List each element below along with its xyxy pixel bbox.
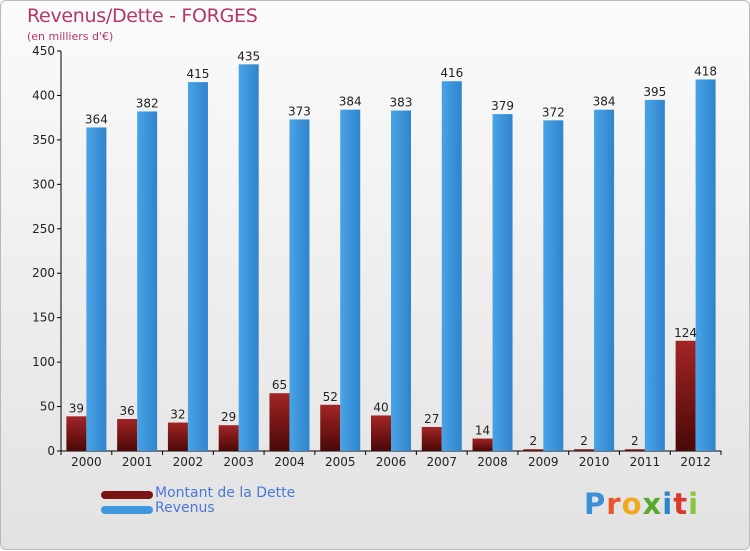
data-label-dette: 39	[69, 401, 84, 415]
bar-dette	[320, 404, 341, 451]
x-tick-label: 2007	[426, 455, 457, 469]
legend-swatch-dette	[101, 491, 153, 499]
x-tick-label: 2000	[71, 455, 102, 469]
logo-letter: o	[621, 487, 643, 521]
x-tick-label: 2008	[477, 455, 508, 469]
y-tick-label: 300	[32, 177, 55, 191]
x-tick-label: 2005	[325, 455, 356, 469]
bar-dette	[574, 449, 595, 451]
data-label-dette: 65	[272, 378, 287, 392]
proxiti-logo: Proxiti	[584, 487, 699, 521]
logo-letter: x	[642, 487, 663, 521]
data-label-revenus: 418	[694, 64, 717, 78]
x-tick-label: 2012	[680, 455, 711, 469]
bar-revenus	[289, 119, 310, 451]
bar-dette	[675, 340, 696, 451]
y-tick-label: 350	[32, 133, 55, 147]
bar-revenus	[543, 120, 564, 451]
data-label-dette: 40	[373, 400, 388, 414]
x-tick-label: 2011	[630, 455, 661, 469]
bar-revenus	[187, 82, 208, 451]
bar-dette	[472, 438, 493, 451]
data-label-dette: 2	[631, 434, 639, 448]
x-tick-label: 2009	[528, 455, 559, 469]
y-tick-label: 150	[32, 311, 55, 325]
data-label-revenus: 372	[542, 105, 565, 119]
bar-revenus	[86, 127, 107, 451]
data-label-dette: 52	[323, 390, 338, 404]
data-label-dette: 29	[221, 410, 236, 424]
bar-revenus	[238, 64, 259, 452]
y-tick-label: 250	[32, 222, 55, 236]
logo-letter: t	[673, 487, 689, 521]
bar-dette	[218, 425, 239, 451]
y-tick-label: 200	[32, 266, 55, 280]
x-tick-label: 2004	[274, 455, 305, 469]
y-tick-label: 450	[32, 44, 55, 58]
bar-revenus	[492, 114, 513, 451]
legend-label-revenus: Revenus	[155, 500, 215, 516]
y-tick-label: 50	[40, 400, 55, 414]
bar-dette	[117, 419, 138, 451]
data-label-dette: 2	[580, 434, 588, 448]
bar-revenus	[137, 111, 158, 451]
logo-letter: r	[606, 487, 622, 521]
bar-dette	[167, 422, 188, 451]
data-label-revenus: 382	[136, 96, 159, 110]
data-label-dette: 124	[674, 326, 697, 340]
bar-revenus	[391, 110, 411, 452]
bar-revenus	[644, 99, 665, 451]
data-label-dette: 32	[170, 408, 185, 422]
x-tick-label: 2006	[376, 455, 407, 469]
legend-swatch-revenus	[101, 506, 153, 514]
data-label-revenus: 373	[288, 104, 311, 118]
legend-label-dette: Montant de la Dette	[155, 485, 296, 501]
bar-dette	[421, 427, 442, 451]
x-tick-label: 2002	[173, 455, 204, 469]
bar-dette	[371, 415, 391, 451]
chart-subtitle: (en milliers d'€)	[27, 30, 114, 43]
data-label-revenus: 384	[593, 95, 616, 109]
data-label-revenus: 395	[643, 85, 666, 99]
bar-revenus	[594, 109, 615, 452]
data-label-dette: 36	[120, 404, 135, 418]
y-tick-label: 100	[32, 355, 55, 369]
bar-dette	[523, 449, 544, 451]
data-label-revenus: 383	[390, 96, 413, 110]
y-tick-label: 0	[47, 444, 55, 458]
logo-letter: P	[584, 487, 607, 521]
data-label-revenus: 384	[339, 95, 362, 109]
bar-dette	[624, 449, 645, 451]
data-label-dette: 27	[424, 412, 439, 426]
logo-letter: i	[662, 487, 674, 521]
x-tick-label: 2003	[223, 455, 254, 469]
data-label-dette: 2	[529, 434, 537, 448]
data-label-revenus: 415	[186, 67, 209, 81]
x-tick-label: 2010	[579, 455, 610, 469]
bar-dette	[269, 393, 290, 451]
data-label-revenus: 379	[491, 99, 514, 113]
data-label-dette: 14	[475, 424, 490, 438]
bar-revenus	[695, 79, 716, 451]
x-tick-label: 2001	[122, 455, 153, 469]
data-label-revenus: 435	[237, 49, 260, 63]
y-tick-label: 400	[32, 88, 55, 102]
bar-revenus	[340, 109, 361, 452]
logo-letter: i	[688, 487, 700, 521]
data-label-revenus: 416	[440, 66, 463, 80]
bar-dette	[66, 416, 87, 451]
bar-revenus	[441, 81, 462, 451]
chart-title: Revenus/Dette - FORGES	[27, 5, 258, 27]
data-label-revenus: 364	[85, 112, 108, 126]
